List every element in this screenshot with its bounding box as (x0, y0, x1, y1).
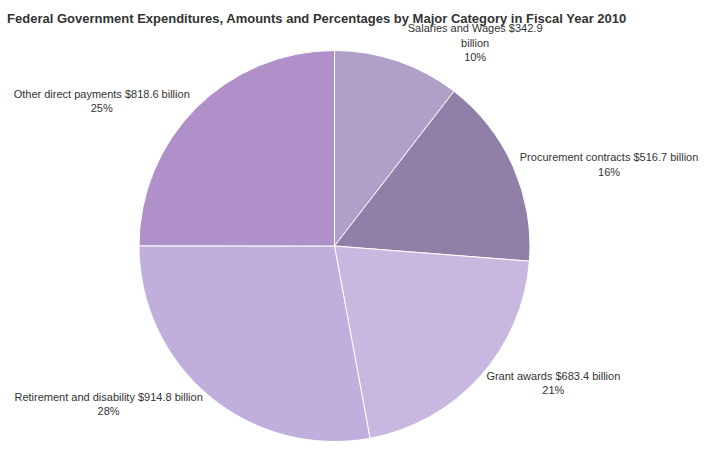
svg-text:Grant awards $683.4 billion21%: Grant awards $683.4 billion21% (486, 370, 620, 396)
svg-text:Other direct payments $818.6 b: Other direct payments $818.6 billion25% (14, 88, 190, 114)
svg-text:Federal Government Expenditure: Federal Government Expenditures, Amounts… (7, 11, 626, 26)
svg-text:Procurement contracts $516.7 b: Procurement contracts $516.7 billion16% (520, 151, 699, 177)
svg-text:Retirement and disability $914: Retirement and disability $914.8 billion… (14, 391, 202, 417)
svg-text:Salaries and Wages $342.9billi: Salaries and Wages $342.9billion10% (408, 22, 543, 63)
